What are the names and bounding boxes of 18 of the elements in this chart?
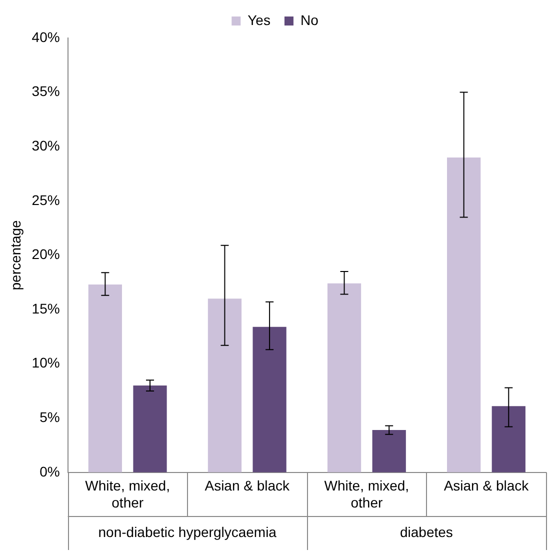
- legend-label: Yes: [248, 12, 270, 28]
- y-tick-label: 25%: [32, 192, 60, 208]
- y-tick-label: 30%: [32, 137, 60, 154]
- x-tick-label: Asian & black: [204, 478, 291, 494]
- x-tick-label: White, mixed, other: [85, 478, 170, 510]
- y-tick-label: 35%: [32, 83, 60, 100]
- x-tick-label: Asian & black: [444, 478, 530, 494]
- legend-label: No: [300, 12, 319, 28]
- y-tick-label: 0%: [40, 463, 60, 480]
- y-tick-label: 40%: [32, 28, 60, 45]
- text: non-diabetic hyperglycaemia: [98, 524, 277, 540]
- text: diabetes: [400, 524, 453, 540]
- y-tick-label: 5%: [40, 408, 60, 425]
- y-tick-label: 15%: [32, 300, 60, 316]
- x-tick-label: White, mixed, other: [324, 478, 410, 510]
- y-tick-label: 20%: [32, 246, 60, 262]
- y-tick-label: 10%: [32, 354, 60, 371]
- y-axis-title: percentage: [7, 220, 24, 290]
